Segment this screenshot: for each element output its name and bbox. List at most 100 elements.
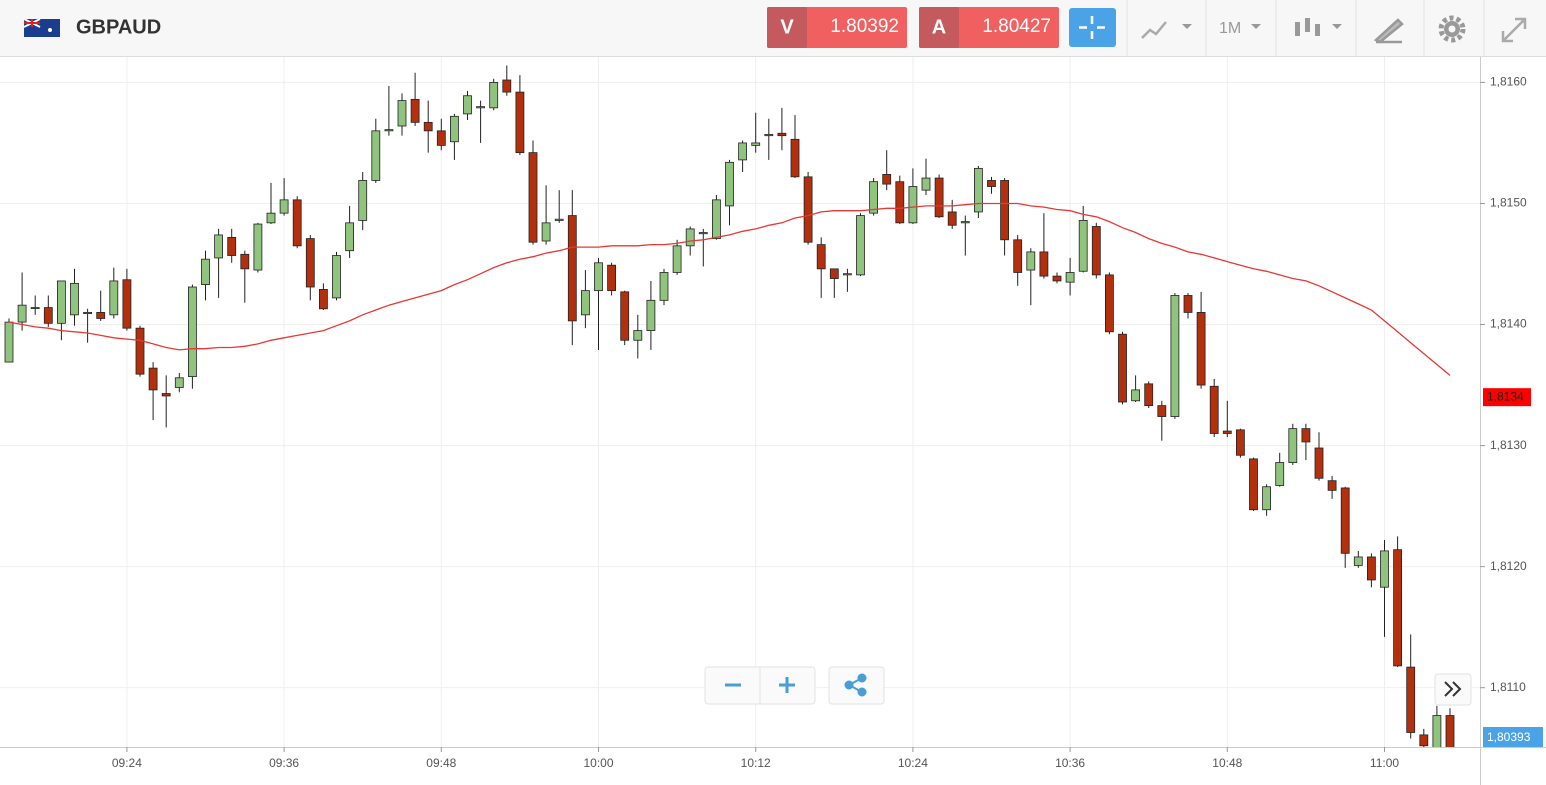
- candle-body: [135, 327, 145, 375]
- candle-body: [161, 393, 171, 397]
- zoom-in-button[interactable]: [779, 677, 795, 693]
- candle-body: [777, 132, 787, 137]
- candle-body: [1406, 666, 1416, 733]
- candle-body: [1039, 251, 1049, 277]
- fullscreen-button[interactable]: [1501, 17, 1527, 43]
- candle-body: [1380, 550, 1389, 588]
- candle-body: [581, 290, 590, 316]
- candle-body: [1288, 428, 1298, 463]
- candle-body: [83, 312, 92, 315]
- candle-body: [567, 215, 577, 322]
- candle-body: [489, 82, 499, 109]
- candle-body: [1065, 272, 1075, 283]
- candle-body: [1105, 274, 1114, 333]
- y-tick-label: 1,8150: [1490, 196, 1527, 210]
- candle-body: [332, 255, 341, 299]
- candle-body: [528, 152, 538, 243]
- candle-body: [318, 289, 328, 310]
- candle-body: [908, 186, 918, 224]
- y-tick-label: 1,8130: [1490, 438, 1527, 452]
- candle-body: [1091, 226, 1101, 276]
- x-tick-label: 10:24: [898, 756, 928, 770]
- candle-body: [1340, 487, 1350, 554]
- bid-tag-bg: [1483, 727, 1543, 747]
- sell-label: V: [780, 16, 794, 38]
- buy-button[interactable]: A 1.80427: [919, 7, 1059, 48]
- candle-body: [725, 161, 734, 207]
- candle-body: [1275, 462, 1285, 486]
- y-tick-label: 1,8160: [1490, 75, 1527, 89]
- candle-body: [384, 129, 394, 132]
- candle-body: [541, 222, 551, 242]
- candle-body: [476, 106, 486, 109]
- candle-body: [659, 272, 669, 301]
- candle-body: [1144, 383, 1154, 407]
- candle-body: [1262, 486, 1271, 511]
- sell-price: 1.80392: [830, 16, 899, 37]
- candle-body: [960, 221, 970, 224]
- candle-style-button[interactable]: [1295, 18, 1342, 36]
- candle-body: [463, 95, 472, 115]
- candle-body: [974, 167, 983, 213]
- candle-body: [816, 244, 826, 270]
- flag-icon: [23, 18, 60, 37]
- candle-body: [895, 181, 905, 224]
- candle-body: [345, 222, 355, 252]
- moving-average-line: [8, 202, 1451, 376]
- candle-body: [764, 134, 774, 137]
- candle-body: [266, 212, 276, 224]
- candle-body: [201, 258, 210, 285]
- candle-body: [57, 280, 66, 324]
- candle-body: [96, 312, 106, 319]
- ma-tag-bg: [1483, 388, 1531, 407]
- candle-body: [882, 174, 892, 185]
- candle-body: [594, 262, 603, 292]
- candle-body: [1367, 556, 1376, 581]
- candle-body: [1236, 429, 1245, 456]
- candle-body: [1078, 220, 1088, 272]
- share-button[interactable]: [844, 673, 867, 697]
- candle-body: [502, 79, 512, 93]
- x-tick-label: 09:24: [112, 756, 142, 770]
- draw-tool-button[interactable]: [1373, 18, 1404, 44]
- candle-body: [921, 177, 931, 191]
- candle-body: [607, 264, 616, 292]
- ma-tag: 1,8134: [1487, 389, 1524, 403]
- x-tick-label: 10:00: [583, 756, 613, 770]
- candle-body: [554, 218, 564, 221]
- candle-body: [1445, 715, 1455, 747]
- x-tick-label: 11:00: [1370, 756, 1399, 770]
- candle-body: [292, 199, 302, 247]
- scroll-end-button[interactable]: [1444, 681, 1462, 697]
- candle-body: [227, 236, 237, 256]
- axes: 1,8110 1,8120 1,8130 1,8140 1,8150 1,8160 09:2…: [112, 75, 1543, 770]
- chart-type-button[interactable]: [1141, 21, 1192, 39]
- candle-body: [1353, 556, 1363, 566]
- candle-body: [1052, 275, 1062, 282]
- candle-body: [397, 100, 407, 127]
- candle-body: [240, 253, 250, 270]
- candle-body: [1196, 312, 1206, 386]
- candle-body: [43, 307, 53, 324]
- toolbar-separators: [1126, 0, 1485, 56]
- candle-body: [1118, 333, 1127, 403]
- sell-button[interactable]: V 1.80392: [767, 7, 907, 48]
- candle-body: [1157, 405, 1167, 417]
- candle-body: [1419, 734, 1429, 747]
- candle-body: [803, 176, 813, 243]
- timeframe-button[interactable]: 1M: [1219, 20, 1261, 37]
- candle-body: [869, 181, 878, 214]
- grid: [0, 57, 1480, 747]
- candle-body: [122, 279, 132, 329]
- candle-body: [1432, 715, 1442, 747]
- candle-body: [1013, 239, 1023, 273]
- x-tick-label: 10:48: [1212, 756, 1242, 770]
- candle-body: [685, 228, 695, 247]
- candle-body: [672, 245, 682, 273]
- candle-body: [214, 234, 224, 259]
- settings-button[interactable]: [1438, 15, 1466, 43]
- crosshair-button[interactable]: [1069, 8, 1116, 47]
- candle-body: [712, 199, 721, 239]
- candle-body: [305, 238, 315, 288]
- candle-body: [436, 130, 446, 146]
